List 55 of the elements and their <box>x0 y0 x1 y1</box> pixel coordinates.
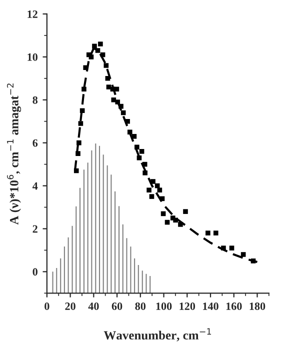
point <box>213 230 218 236</box>
x-tick-label: 60 <box>112 302 122 310</box>
point <box>105 76 110 81</box>
x-tick-label: 160 <box>226 302 242 310</box>
point <box>157 188 162 192</box>
point <box>149 194 154 199</box>
point <box>229 246 234 250</box>
point <box>142 170 148 176</box>
x-tick-label: 140 <box>203 302 218 310</box>
y-axis-title: A (ν)*10$^{6}$, cm$^{−1}$ amagat$^{−2}$ <box>6 84 22 225</box>
x-axis-title: Wavenumber, cm$^{−1}$ <box>104 328 212 342</box>
point <box>240 252 246 257</box>
y-tick-label: 4 <box>32 182 38 190</box>
point <box>98 42 103 46</box>
y-tick-label: 12 <box>28 10 38 18</box>
point <box>82 86 86 92</box>
y-tick-label: 8 <box>32 96 38 104</box>
x-tick-label: 120 <box>180 302 196 310</box>
point <box>92 44 97 49</box>
x-tick-label: 100 <box>156 302 172 310</box>
point <box>106 84 112 90</box>
y-tick-label: 0 <box>32 268 38 276</box>
point <box>104 63 109 68</box>
point <box>114 86 120 92</box>
point <box>74 168 79 174</box>
y-tick-label: 10 <box>28 53 38 61</box>
point <box>221 246 226 250</box>
point <box>80 108 85 114</box>
point <box>173 218 178 223</box>
point <box>250 258 256 264</box>
point <box>88 54 94 60</box>
y-tick-label: 2 <box>32 225 38 233</box>
x-tick-label: 80 <box>135 302 146 310</box>
point <box>178 222 183 227</box>
point <box>76 151 80 156</box>
point <box>150 179 156 184</box>
point <box>206 230 210 236</box>
point <box>118 104 124 109</box>
point <box>183 209 188 214</box>
point <box>146 188 152 192</box>
point <box>132 134 137 139</box>
point <box>95 48 100 53</box>
y-tick-label: 6 <box>32 139 38 147</box>
x-tick-label: 40 <box>88 302 99 310</box>
point <box>134 144 140 150</box>
x-tick-label: 0 <box>44 302 50 310</box>
point <box>115 100 120 104</box>
point <box>78 121 84 126</box>
x-tick-label: 20 <box>65 302 76 310</box>
x-tick-label: 180 <box>250 302 266 310</box>
point <box>139 149 144 154</box>
point <box>127 130 132 134</box>
point <box>136 155 142 160</box>
point <box>125 118 130 124</box>
point <box>76 140 82 146</box>
